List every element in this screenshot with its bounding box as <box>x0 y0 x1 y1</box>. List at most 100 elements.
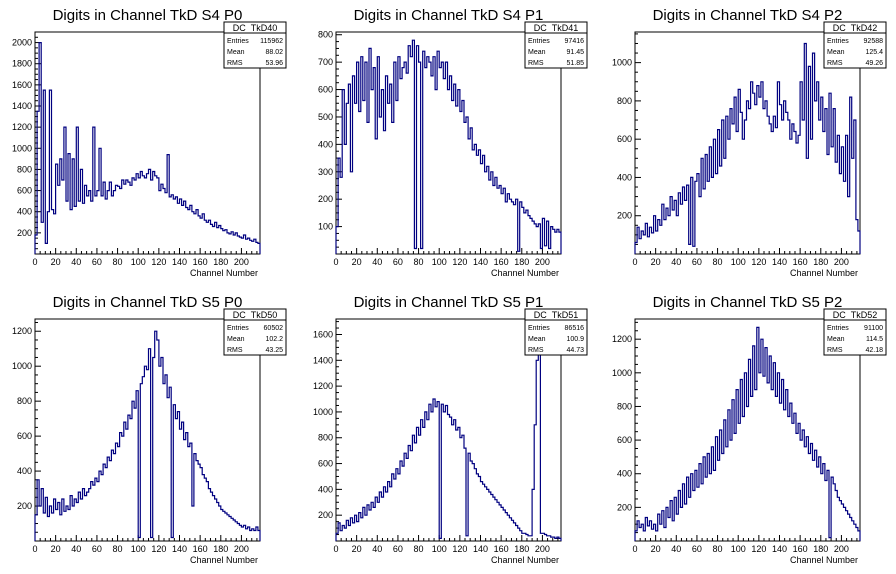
histogram-panel-2: Digits in Channel TkD S4 P1 0 20 40 60 80 100 1… <box>318 7 588 278</box>
x-tick-label: 80 <box>414 544 424 554</box>
stats-label-entries: Entries <box>827 38 849 45</box>
y-tick-label: 200 <box>17 228 32 238</box>
stats-label-entries: Entries <box>528 325 550 332</box>
stats-name: DC_TkD50 <box>233 310 278 320</box>
x-tick-label: 140 <box>172 544 187 554</box>
x-tick-label: 120 <box>751 257 766 267</box>
y-tick-label: 1600 <box>313 329 333 339</box>
stats-box: DC_TkD40 Entries 115962 Mean 88.02 RMS 53.96 <box>223 21 287 69</box>
stats-value-rms: 42.18 <box>865 347 883 354</box>
x-tick-label: 20 <box>352 544 362 554</box>
stats-box-frame <box>823 21 887 69</box>
x-tick-label: 120 <box>151 257 166 267</box>
stats-box-frame <box>524 308 588 356</box>
x-tick-label: 160 <box>494 544 509 554</box>
stats-label-mean: Mean <box>528 49 546 56</box>
stats-value-rms: 53.96 <box>265 60 283 67</box>
y-tick-label: 600 <box>617 134 632 144</box>
y-tick-label: 800 <box>617 401 632 411</box>
y-tick-label: 800 <box>17 396 32 406</box>
stats-label-entries: Entries <box>227 325 249 332</box>
y-tick-label: 800 <box>617 96 632 106</box>
y-tick-label: 600 <box>617 435 632 445</box>
plot-frame <box>634 31 861 255</box>
stats-label-mean: Mean <box>827 336 845 343</box>
y-tick-label: 700 <box>318 57 333 67</box>
y-tick-label: 1000 <box>12 361 32 371</box>
x-tick-label: 20 <box>51 257 61 267</box>
x-tick-label: 80 <box>713 257 723 267</box>
y-tick-label: 600 <box>17 431 32 441</box>
stats-value-mean: 88.02 <box>265 49 283 56</box>
stats-name: DC_TkD42 <box>833 23 878 33</box>
y-tick-label: 400 <box>617 172 632 182</box>
histogram-panel-3: Digits in Channel TkD S4 P2 0 20 40 60 80 100 1… <box>612 7 887 278</box>
stats-name: DC_TkD51 <box>534 310 579 320</box>
x-tick-label: 180 <box>213 257 228 267</box>
y-tick-label: 400 <box>17 466 32 476</box>
histogram-series <box>634 42 861 254</box>
stats-value-entries: 91100 <box>864 325 883 332</box>
stats-label-mean: Mean <box>528 336 546 343</box>
stats-value-rms: 43.25 <box>265 347 283 354</box>
x-axis-label: Channel Number <box>491 555 559 565</box>
y-tick-label: 800 <box>318 433 333 443</box>
stats-box-frame <box>223 308 287 356</box>
x-tick-label: 0 <box>32 544 37 554</box>
y-tick-label: 1400 <box>12 101 32 111</box>
y-tick-label: 1400 <box>313 355 333 365</box>
stats-value-rms: 51.85 <box>566 60 584 67</box>
x-tick-label: 160 <box>193 257 208 267</box>
x-tick-label: 40 <box>71 544 81 554</box>
x-axis-label: Channel Number <box>190 268 258 278</box>
x-tick-label: 180 <box>813 257 828 267</box>
y-tick-label: 800 <box>17 164 32 174</box>
x-tick-label: 160 <box>793 257 808 267</box>
x-tick-label: 20 <box>651 257 661 267</box>
stats-label-mean: Mean <box>227 336 245 343</box>
x-tick-label: 60 <box>692 257 702 267</box>
stats-label-mean: Mean <box>227 49 245 56</box>
stats-box-frame <box>524 21 588 69</box>
chart-title: Digits in Channel TkD S5 P1 <box>354 294 544 311</box>
stats-label-rms: RMS <box>227 60 243 67</box>
x-tick-label: 140 <box>772 257 787 267</box>
x-tick-label: 40 <box>671 544 681 554</box>
x-tick-label: 60 <box>393 544 403 554</box>
y-tick-label: 600 <box>318 459 333 469</box>
y-tick-label: 600 <box>17 186 32 196</box>
stats-box: DC_TkD50 Entries 60502 Mean 102.2 RMS 43.25 <box>223 308 287 356</box>
y-tick-label: 300 <box>318 167 333 177</box>
x-tick-label: 140 <box>473 257 488 267</box>
x-tick-label: 180 <box>213 544 228 554</box>
x-tick-label: 60 <box>692 544 702 554</box>
x-tick-label: 60 <box>92 257 102 267</box>
plot-frame <box>634 318 861 542</box>
y-tick-label: 400 <box>617 469 632 479</box>
plot-frame <box>34 318 261 542</box>
stats-value-mean: 91.45 <box>566 49 584 56</box>
histogram-series <box>335 321 562 541</box>
x-axis-label: Channel Number <box>190 555 258 565</box>
x-tick-label: 140 <box>473 544 488 554</box>
stats-name: DC_TkD41 <box>534 23 579 33</box>
stats-name: DC_TkD52 <box>833 310 878 320</box>
x-tick-label: 40 <box>372 544 382 554</box>
y-tick-label: 400 <box>17 207 32 217</box>
x-tick-label: 0 <box>32 257 37 267</box>
stats-box-frame <box>823 308 887 356</box>
stats-label-rms: RMS <box>227 347 243 354</box>
y-tick-label: 1200 <box>612 334 632 344</box>
x-tick-label: 0 <box>333 257 338 267</box>
x-tick-label: 40 <box>372 257 382 267</box>
y-tick-label: 2000 <box>12 38 32 48</box>
x-tick-label: 60 <box>92 544 102 554</box>
stats-value-entries: 92588 <box>864 38 884 45</box>
y-tick-label: 200 <box>318 510 333 520</box>
histogram-series <box>34 330 261 541</box>
x-tick-label: 80 <box>713 544 723 554</box>
x-axis-label: Channel Number <box>790 268 858 278</box>
histogram-panel-5: Digits in Channel TkD S5 P1 0 20 40 60 80 100 1… <box>313 294 588 565</box>
y-tick-label: 100 <box>318 222 333 232</box>
